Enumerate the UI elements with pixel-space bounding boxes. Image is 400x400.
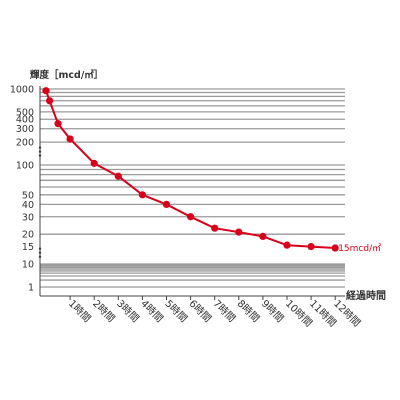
y-tick-label: 400 bbox=[16, 115, 34, 126]
y-tick-label: 40 bbox=[22, 200, 34, 211]
y-tick-label: 10 bbox=[22, 260, 34, 271]
data-point bbox=[162, 200, 171, 208]
axes bbox=[39, 86, 345, 297]
y-tick-label: 500 bbox=[16, 107, 34, 118]
series-group bbox=[42, 87, 339, 252]
x-tick-label: 3時間 bbox=[114, 298, 141, 325]
x-tick-label: 7時間 bbox=[211, 298, 238, 325]
data-point bbox=[90, 159, 98, 167]
data-point bbox=[42, 87, 50, 95]
y-tick-label: 30 bbox=[22, 212, 34, 223]
data-point bbox=[235, 228, 243, 236]
x-tick-label: 4時間 bbox=[138, 298, 165, 325]
data-point bbox=[114, 172, 122, 180]
y-tick-label: 20 bbox=[22, 230, 34, 241]
data-point bbox=[307, 242, 315, 251]
y-axis-label: 輝度［mcd/㎡］ bbox=[30, 69, 103, 81]
x-tick-label: 2時間 bbox=[90, 298, 117, 325]
y-tick-label: 100 bbox=[16, 161, 34, 172]
data-point bbox=[211, 224, 219, 232]
data-point bbox=[283, 241, 291, 249]
y-tick-label: 15 bbox=[22, 242, 34, 253]
grid-lines bbox=[40, 88, 345, 288]
end-value-annotation: 15mcd/㎡ bbox=[338, 243, 381, 254]
y-tick-label: 1000 bbox=[10, 85, 34, 96]
x-tick-label: 5時間 bbox=[162, 298, 189, 325]
data-point bbox=[66, 135, 74, 143]
data-point bbox=[46, 97, 54, 105]
data-point bbox=[331, 244, 339, 252]
x-tick-label: 12時間 bbox=[331, 298, 363, 330]
y-tick-label: 300 bbox=[16, 124, 34, 135]
x-tick-label: 1時間 bbox=[66, 298, 93, 325]
y-tick-label: 1 bbox=[28, 283, 34, 294]
x-tick-label: 6時間 bbox=[186, 298, 213, 325]
data-point bbox=[54, 120, 62, 128]
x-tick-label: 9時間 bbox=[259, 298, 286, 325]
data-point bbox=[187, 213, 195, 221]
y-tick-label: 50 bbox=[22, 190, 34, 201]
data-point bbox=[138, 191, 146, 199]
x-axis-label: 経過時間 bbox=[346, 289, 386, 302]
x-tick-label: 8時間 bbox=[235, 298, 262, 325]
data-point bbox=[259, 232, 267, 241]
y-tick-label: 200 bbox=[16, 138, 34, 149]
